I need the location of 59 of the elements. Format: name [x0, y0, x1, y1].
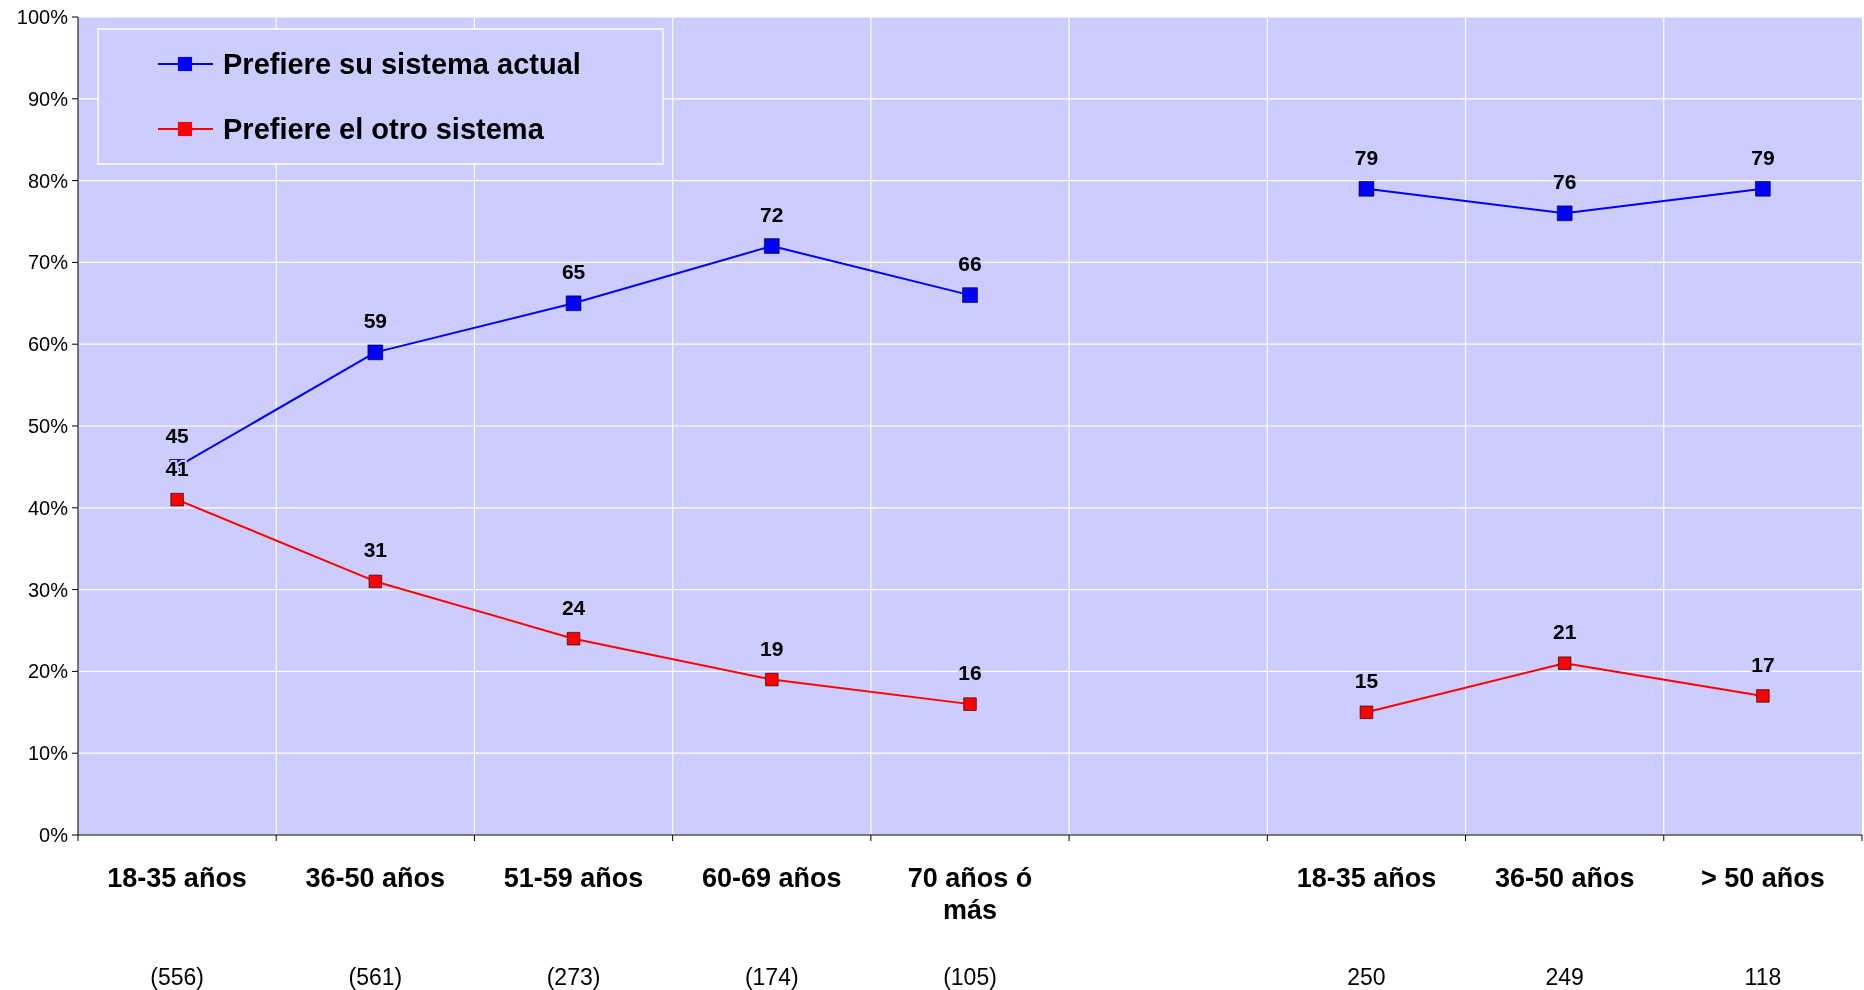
- x-tick-label: 18-35 años: [1296, 863, 1437, 893]
- data-label: 45: [165, 423, 190, 447]
- point: [1558, 656, 1572, 670]
- data-label: 79: [1354, 145, 1379, 169]
- point: [170, 492, 184, 507]
- point: [566, 632, 581, 646]
- text: (273): [546, 964, 601, 990]
- point: [1556, 205, 1573, 222]
- data-label: 65: [561, 260, 586, 284]
- point: [963, 697, 977, 711]
- point: [1756, 689, 1770, 703]
- data-label: 66: [958, 252, 982, 276]
- text: 118: [1744, 964, 1782, 990]
- x-tick-label: 60-69 años: [701, 863, 842, 893]
- data-label: 15: [1354, 669, 1379, 693]
- legend-label: Prefiere el otro sistema: [223, 113, 545, 146]
- data-label: 19: [760, 636, 784, 660]
- point: [368, 574, 382, 589]
- x-tick-label: > 50 años: [1700, 863, 1825, 893]
- data-label: 24: [561, 595, 586, 619]
- y-tick-label: 50%: [27, 415, 69, 437]
- x-tick-label: 36-50 años: [1494, 863, 1635, 893]
- x-tick-label: 36-50 años: [305, 863, 446, 893]
- legend-label: Prefiere su sistema actual: [223, 48, 581, 81]
- point: [962, 287, 978, 303]
- point: [1359, 705, 1374, 719]
- data-label: 17: [1751, 652, 1775, 676]
- point: [765, 672, 779, 687]
- x-tick-label: 51-59 años: [503, 863, 644, 893]
- y-tick-label: 10%: [27, 742, 69, 765]
- x-tick-label: 70 años ó más: [907, 863, 1033, 925]
- y-tick-label: 100%: [16, 6, 69, 28]
- text: 250: [1347, 964, 1386, 990]
- data-label: 72: [760, 203, 784, 227]
- text: (174): [744, 964, 799, 990]
- data-label: 21: [1552, 620, 1577, 644]
- point: [764, 238, 780, 254]
- text: (561): [348, 964, 403, 990]
- data-label: 31: [363, 538, 388, 562]
- point: [367, 344, 384, 361]
- y-tick-label: 40%: [27, 496, 69, 519]
- y-tick-label: 0%: [39, 824, 69, 846]
- text: (556): [150, 964, 204, 990]
- data-label: 16: [958, 661, 982, 685]
- y-tick-label: 30%: [27, 578, 69, 601]
- point: [1358, 181, 1375, 197]
- y-tick-label: 60%: [27, 333, 69, 356]
- x-tick-label: 18-35 años: [107, 863, 247, 893]
- data-label: 79: [1751, 145, 1775, 169]
- y-tick-label: 70%: [27, 251, 69, 274]
- point: [1755, 181, 1771, 197]
- data-label: 59: [363, 309, 388, 333]
- y-tick-label: 90%: [27, 87, 69, 110]
- y-tick-label: 20%: [27, 660, 69, 683]
- point: [565, 295, 582, 312]
- text: 249: [1545, 964, 1584, 990]
- data-label: 76: [1552, 170, 1577, 194]
- text: (105): [943, 964, 997, 990]
- y-tick-label: 80%: [27, 169, 69, 192]
